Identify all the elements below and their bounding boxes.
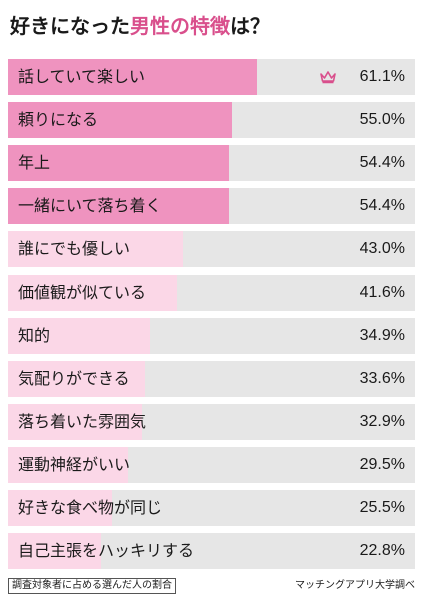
bar-value-label: 54.4% xyxy=(359,154,405,172)
bar-value-label: 55.0% xyxy=(359,111,405,129)
bar xyxy=(8,59,257,95)
bar-category-label: 落ち着いた雰囲気 xyxy=(18,411,147,431)
title-accent: 男性の特徴 xyxy=(130,14,230,38)
bar-row: 自己主張をハッキリする 22.8% xyxy=(8,533,415,570)
bar-value-label: 22.8% xyxy=(359,542,405,560)
crown-icon xyxy=(320,71,336,84)
bar xyxy=(8,317,151,354)
bar-value-label: 54.4% xyxy=(359,197,405,215)
bar-category-label: 気配りができる xyxy=(18,368,130,388)
bar-category-label: 好きな食べ物が同じ xyxy=(18,498,163,517)
bar-category-label: 一緒にいて落ち着く xyxy=(18,196,162,216)
bar-category-label: 誰にでも優しい xyxy=(18,239,131,259)
bar-row: 落ち着いた雰囲気 32.9% xyxy=(8,403,415,440)
bar-value-label: 33.6% xyxy=(359,369,405,387)
title-main: 好きになった xyxy=(10,14,130,38)
bar xyxy=(8,446,129,483)
bar-row: 気配りができる 33.6% xyxy=(8,360,415,397)
bar-row: 知的 34.9% xyxy=(8,317,415,354)
bar xyxy=(8,360,145,397)
bar xyxy=(8,231,183,268)
bar xyxy=(8,188,230,225)
bar xyxy=(8,102,232,139)
bar-value-label: 32.9% xyxy=(359,412,405,430)
bar-value-label: 29.5% xyxy=(359,455,405,473)
survey-note: 調査対象者に占める選んだ人の割合 xyxy=(8,578,176,594)
bar-category-label: 頼りになる xyxy=(18,110,99,130)
bar-category-label: 年上 xyxy=(18,153,51,173)
bar-row: 運動神経がいい 29.5% xyxy=(8,446,415,483)
bar-row: 誰にでも優しい 43.0% xyxy=(8,231,415,268)
bar-row: 頼りになる 55.0% xyxy=(8,102,415,139)
title-tail: は？ xyxy=(230,14,270,38)
source-credit: マッチングアプリ大学調べ xyxy=(295,580,415,591)
bar xyxy=(8,145,230,182)
bar-category-label: 価値観が似ている xyxy=(18,282,147,302)
bar xyxy=(8,533,101,570)
bar-category-label: 話していて楽しい xyxy=(18,67,146,86)
bar-value-label: 41.6% xyxy=(359,283,405,301)
bar-category-label: 運動神経がいい xyxy=(18,454,131,474)
bar-row: 一緒にいて落ち着く 54.4% xyxy=(8,188,415,225)
bar-value-label: 25.5% xyxy=(359,499,405,516)
bar-row: 話していて楽しい 61.1% xyxy=(8,59,415,95)
bar-value-label: 43.0% xyxy=(359,240,405,258)
bar-category-label: 自己主張をハッキリする xyxy=(18,541,195,561)
bar xyxy=(8,403,142,440)
bar-value-label: 61.1% xyxy=(359,68,405,85)
bar-value-label: 34.9% xyxy=(359,326,405,344)
bar-row: 価値観が似ている 41.6% xyxy=(8,274,415,311)
bar xyxy=(8,274,178,311)
bar-category-label: 知的 xyxy=(18,325,51,345)
bar-row: 好きな食べ物が同じ 25.5% xyxy=(8,490,415,526)
bar xyxy=(8,490,112,526)
page-title: 好きになった男性の特徴は？ xyxy=(10,6,270,46)
bar-row: 年上 54.4% xyxy=(8,145,415,182)
